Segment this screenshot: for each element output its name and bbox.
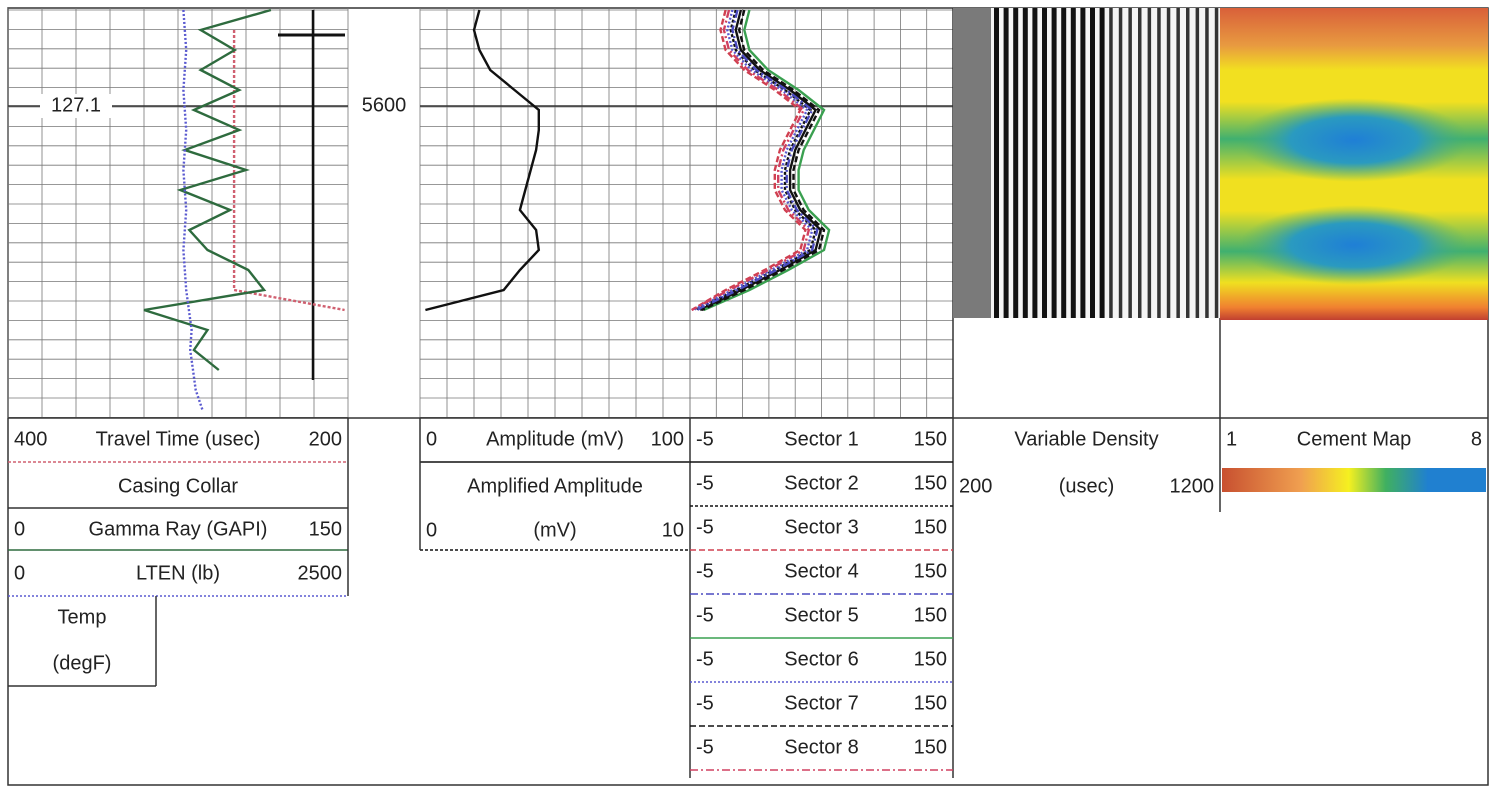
- legend-text: Casing Collar: [118, 475, 238, 497]
- legend-text: (usec): [1059, 475, 1115, 497]
- legend-text: Variable Density: [1014, 428, 1158, 450]
- legend-text: 8: [1471, 428, 1482, 450]
- legend-text: -5: [696, 560, 714, 582]
- legend-text: LTEN (lb): [136, 562, 220, 584]
- legend-text: -5: [696, 604, 714, 626]
- legend-text: 0: [14, 562, 25, 584]
- vdl-stripe: [1205, 8, 1209, 318]
- tension-label: 127.1: [51, 94, 101, 116]
- vdl-stripe: [1138, 8, 1142, 318]
- legend-text: -5: [696, 692, 714, 714]
- vdl-stripe: [1090, 8, 1095, 318]
- curves: [143, 8, 831, 411]
- legend-text: Amplified Amplitude: [467, 475, 643, 497]
- legend-text: -5: [696, 472, 714, 494]
- depth-label: 5600: [362, 94, 407, 116]
- legend-text: -5: [696, 428, 714, 450]
- curve: [232, 30, 345, 312]
- vdl-stripe: [1080, 8, 1086, 318]
- curve: [182, 9, 204, 411]
- vdl-stripe: [1176, 8, 1180, 318]
- curve: [699, 9, 823, 312]
- legend-text: Sector 3: [784, 516, 858, 538]
- legend-text: (mV): [533, 519, 576, 541]
- legend-text: 10: [662, 519, 684, 541]
- legend-text: 100: [651, 428, 684, 450]
- vdl-stripe: [1166, 8, 1171, 318]
- legend-text: 200: [959, 475, 992, 497]
- vdl-stripe: [1109, 8, 1113, 318]
- legend-text: 1200: [1170, 475, 1215, 497]
- cement-map-image: [1239, 205, 1469, 285]
- legend-text: 150: [914, 692, 947, 714]
- legend-text: 2500: [298, 562, 343, 584]
- legend: 400 200 Travel Time (usec) Casing Collar 0 15…: [8, 418, 1482, 778]
- legend-text: 150: [914, 560, 947, 582]
- vdl-stripe: [1022, 8, 1028, 318]
- legend-text: 150: [914, 736, 947, 758]
- legend-text: 200: [309, 428, 342, 450]
- legend-text: 150: [914, 472, 947, 494]
- legend-text: -5: [696, 516, 714, 538]
- curve: [425, 9, 541, 312]
- colorbar: [1222, 468, 1486, 492]
- legend-text: 150: [914, 428, 947, 450]
- label-bg: [40, 94, 112, 118]
- legend-text: -5: [696, 648, 714, 670]
- legend-text: Sector 2: [784, 472, 858, 494]
- vdl-stripe: [1147, 8, 1152, 318]
- curve: [691, 9, 807, 312]
- curve: [692, 9, 814, 312]
- legend-text: Sector 7: [784, 692, 858, 714]
- curve: [703, 9, 831, 312]
- vdl-stripe: [994, 8, 999, 318]
- legend-text: 1: [1226, 428, 1237, 450]
- vdl-stripe: [1013, 8, 1019, 318]
- legend-text: Amplitude (mV): [486, 428, 624, 450]
- legend-text: Cement Map: [1297, 428, 1412, 450]
- vdl-image: [994, 8, 1219, 318]
- legend-text: 0: [426, 428, 437, 450]
- legend-text: 0: [14, 518, 25, 540]
- vdl-stripe: [1003, 8, 1009, 318]
- vdl-stripe: [1128, 8, 1132, 318]
- legend-text: Sector 5: [784, 604, 858, 626]
- legend-text: 150: [914, 604, 947, 626]
- vdl-image: [953, 8, 1220, 318]
- vdl-stripe: [1042, 8, 1047, 318]
- vdl-stripe: [1186, 8, 1190, 318]
- legend-text: 150: [309, 518, 342, 540]
- legend-text: 150: [914, 516, 947, 538]
- legend-text: -5: [696, 736, 714, 758]
- vdl-stripe: [1099, 8, 1105, 318]
- vdl-stripe: [1051, 8, 1057, 318]
- cement-map-image: [1239, 98, 1469, 182]
- curve: [701, 9, 826, 312]
- legend-text: Sector 8: [784, 736, 858, 758]
- legend-text: Temp: [58, 606, 107, 628]
- vdl-stripe: [1118, 8, 1123, 318]
- legend-text: Gamma Ray (GAPI): [89, 518, 268, 540]
- curve: [696, 9, 819, 312]
- vdl-stripe: [1195, 8, 1200, 318]
- legend-text: Sector 6: [784, 648, 858, 670]
- legend-text: (degF): [53, 652, 112, 674]
- curve: [691, 9, 811, 312]
- vdl-stripe: [1070, 8, 1076, 318]
- vdl-stripe: [1061, 8, 1067, 318]
- legend-text: Sector 4: [784, 560, 858, 582]
- legend-text: Sector 1: [784, 428, 858, 450]
- vdl-stripe: [1157, 8, 1161, 318]
- vdl-stripe: [1032, 8, 1038, 318]
- vdl-image: [953, 8, 991, 318]
- curve: [143, 8, 272, 371]
- legend-text: 0: [426, 519, 437, 541]
- legend-text: 150: [914, 648, 947, 670]
- legend-text: Travel Time (usec): [96, 428, 261, 450]
- vdl-stripe: [1214, 8, 1219, 318]
- legend-text: 400: [14, 428, 47, 450]
